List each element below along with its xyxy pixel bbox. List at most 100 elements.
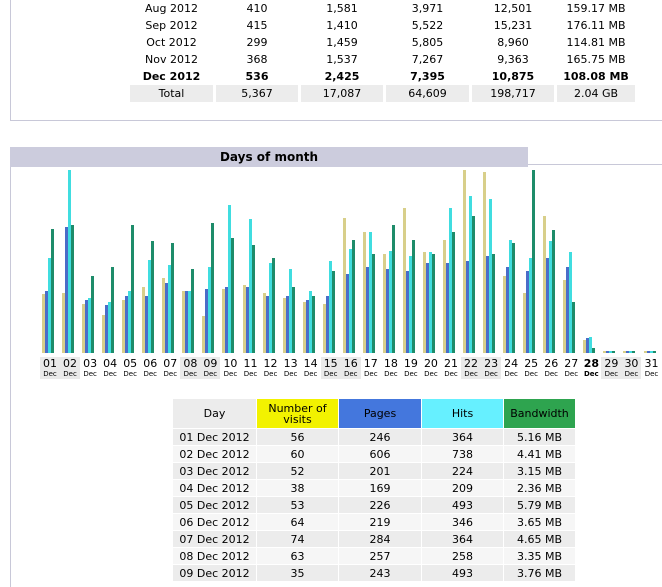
day-cell: 04 Dec 2012 <box>173 480 256 496</box>
day-month: Dec <box>544 370 559 378</box>
monthly-history-section: Aug 2012 410 1,581 3,971 12,501 159.17 M… <box>10 0 662 121</box>
day-month: Dec <box>524 370 538 378</box>
day-month: Dec <box>263 370 278 378</box>
bandwidth-cell: 165.75 MB <box>566 53 626 66</box>
day-month: Dec <box>504 370 518 378</box>
table-row: 08 Dec 2012 63 257 258 3.35 MB <box>173 548 575 564</box>
day-number: 12 <box>263 357 278 370</box>
hits-bar <box>188 291 192 353</box>
hits-bar <box>569 252 573 353</box>
pages-bar <box>205 289 209 353</box>
pages-bar <box>225 287 229 353</box>
bandwidth-bar <box>391 225 395 353</box>
total-extra: 198,717 <box>472 85 554 102</box>
hits-bar <box>549 241 553 353</box>
visits-cell: 56 <box>257 429 338 445</box>
day-number: 21 <box>444 357 458 370</box>
day-label: 13 Dec <box>281 357 301 379</box>
day-label: 21 Dec <box>441 357 461 379</box>
bandwidth-bar <box>371 254 375 353</box>
bandwidth-bar <box>652 351 656 353</box>
visits-bar <box>643 351 647 353</box>
visits-bar <box>142 287 146 353</box>
hits-cell: 346 <box>422 514 503 530</box>
hits-bar <box>268 263 272 353</box>
day-label: 25 Dec <box>521 357 541 379</box>
table-row: 03 Dec 2012 52 201 224 3.15 MB <box>173 463 575 479</box>
pages-bar <box>65 227 69 353</box>
days-of-month-chart <box>0 168 662 353</box>
pages-bar <box>85 300 89 353</box>
visits-bar <box>322 304 326 353</box>
day-number: 26 <box>544 357 559 370</box>
hits-cell: 493 <box>422 565 503 581</box>
hits-cell: 209 <box>422 480 503 496</box>
hits-bar <box>469 196 473 353</box>
pages-cell: 201 <box>339 463 421 479</box>
hits-bar <box>509 240 513 353</box>
day-label: 29 Dec <box>601 357 622 379</box>
visits-bar <box>483 172 487 353</box>
pages-bar <box>125 296 129 353</box>
bandwidth-bar <box>71 225 75 353</box>
total-visits: 5,367 <box>216 85 298 102</box>
pages-bar <box>606 351 610 353</box>
total-label: Total <box>130 85 213 102</box>
day-month: Dec <box>644 370 659 378</box>
header-hits: Hits <box>422 399 503 428</box>
day-label: 24 Dec <box>501 357 521 379</box>
visits-cell: 74 <box>257 531 338 547</box>
hits-bar <box>428 252 432 353</box>
hits-cell: 493 <box>422 497 503 513</box>
pages-bar <box>526 271 530 353</box>
day-month: Dec <box>364 370 378 378</box>
day-number: 14 <box>303 357 318 370</box>
pages-cell: 2,425 <box>324 70 360 83</box>
day-label: 15 Dec <box>320 357 341 379</box>
pages-bar <box>305 300 309 353</box>
table-header-row: Day Number of visits Pages Hits Bandwidt… <box>173 399 575 428</box>
hits-bar <box>589 337 593 353</box>
hits-cell: 7,267 <box>411 53 444 66</box>
day-label: 08 Dec <box>180 357 201 379</box>
visits-cell: 60 <box>257 446 338 462</box>
day-month: Dec <box>43 370 57 378</box>
bandwidth-cell: 114.81 MB <box>566 36 626 49</box>
visits-bar <box>422 252 426 353</box>
day-number: 23 <box>484 357 499 370</box>
bandwidth-bar <box>131 225 135 353</box>
day-month: Dec <box>303 370 318 378</box>
visits-bar <box>342 218 346 353</box>
bandwidth-bar <box>492 254 496 353</box>
day-label: 28 Dec <box>581 357 601 379</box>
day-label: 07 Dec <box>160 357 180 379</box>
hits-bar <box>148 260 152 353</box>
table-row: 06 Dec 2012 64 219 346 3.65 MB <box>173 514 575 530</box>
pages-bar <box>486 256 490 353</box>
hits-bar <box>328 261 332 353</box>
hits-cell: 7,395 <box>410 70 445 83</box>
pages-cell: 169 <box>339 480 421 496</box>
pages-bar <box>385 269 389 353</box>
day-number: 18 <box>383 357 398 370</box>
day-month: Dec <box>83 370 97 378</box>
hits-bar <box>228 205 232 353</box>
day-label: 16 Dec <box>340 357 361 379</box>
visits-bar <box>262 293 266 353</box>
hits-bar <box>368 232 372 353</box>
pages-bar <box>586 338 590 353</box>
bandwidth-bar <box>231 238 235 353</box>
day-month: Dec <box>123 370 137 378</box>
hits-bar <box>128 291 132 353</box>
day-month: Dec <box>464 370 478 378</box>
visits-bar <box>162 278 166 353</box>
day-number: 31 <box>644 357 659 370</box>
bandwidth-bar <box>351 240 355 353</box>
day-number: 27 <box>564 357 579 370</box>
day-month: Dec <box>103 370 117 378</box>
day-number: 19 <box>403 357 418 370</box>
day-label: 14 Dec <box>301 357 321 379</box>
visits-bar <box>222 289 226 353</box>
month-cell: Nov 2012 <box>145 53 198 66</box>
bandwidth-cell: 4.41 MB <box>504 446 575 462</box>
